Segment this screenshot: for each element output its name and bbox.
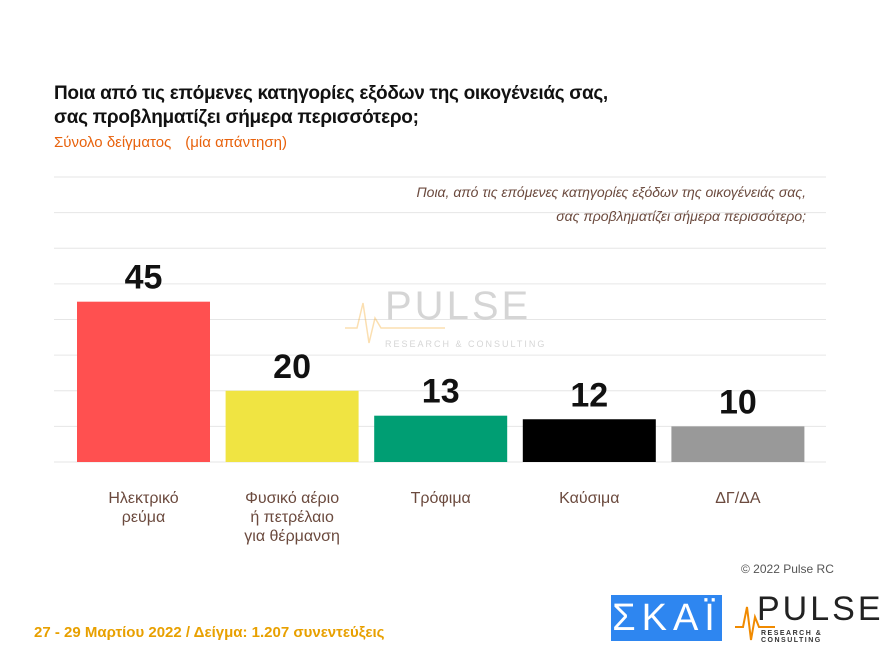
category-label: Καύσιμα	[559, 490, 619, 507]
survey-info: 27 - 29 Μαρτίου 2022 / Δείγμα: 1.207 συν…	[34, 624, 385, 641]
page-title: Ποια από τις επόμενες κατηγορίες εξόδων …	[54, 82, 608, 130]
data-label: 20	[273, 348, 311, 386]
data-label: 13	[422, 373, 460, 411]
subtitle: Σύνολο δείγματος (μία απάντηση)	[54, 134, 287, 151]
copyright: © 2022 Pulse RC	[741, 562, 834, 576]
pulse-logo-tagline: RESEARCH & CONSULTING	[761, 630, 823, 644]
bar	[374, 415, 508, 462]
sample-label: Σύνολο δείγματος	[54, 134, 172, 151]
answer-type: (μία απάντηση)	[185, 134, 287, 151]
bar	[522, 419, 656, 462]
title-line-1: Ποια από τις επόμενες κατηγορίες εξόδων …	[54, 83, 608, 104]
pulse-wave-icon	[735, 606, 775, 641]
data-label: 45	[125, 259, 163, 297]
category-label: Φυσικό αέριο ή πετρέλαιο για θέρμανση	[244, 490, 340, 545]
watermark-tagline: RESEARCH & CONSULTING	[385, 339, 545, 349]
chart-title: Ποια, από τις επόμενες κατηγορίες εξόδων…	[417, 180, 806, 228]
bar	[225, 390, 359, 462]
data-label: 10	[719, 383, 757, 421]
category-label: Ηλεκτρικό ρεύμα	[108, 490, 178, 526]
pulse-logo-text: PULSE	[757, 590, 880, 628]
category-label: ΔΓ/ΔΑ	[715, 490, 761, 507]
chart-title-line-1: Ποια, από τις επόμενες κατηγορίες εξόδων…	[416, 184, 806, 200]
chart-title-line-2: σας προβληματίζει σήμερα περισσότερο;	[556, 208, 806, 224]
data-label: 12	[570, 376, 608, 414]
title-line-2: σας προβληματίζει σήμερα περισσότερο;	[54, 107, 419, 128]
pulse-logo: PULSE RESEARCH & CONSULTING	[735, 590, 880, 644]
category-label: Τρόφιμα	[411, 490, 471, 507]
watermark-brand: PULSE	[385, 284, 531, 328]
skai-logo: ΣΚΑΪ	[611, 595, 722, 641]
bar	[671, 426, 805, 462]
skai-logo-text: ΣΚΑΪ	[612, 597, 721, 639]
pulse-watermark: PULSE RESEARCH & CONSULTING	[345, 284, 545, 349]
bar	[77, 301, 210, 462]
